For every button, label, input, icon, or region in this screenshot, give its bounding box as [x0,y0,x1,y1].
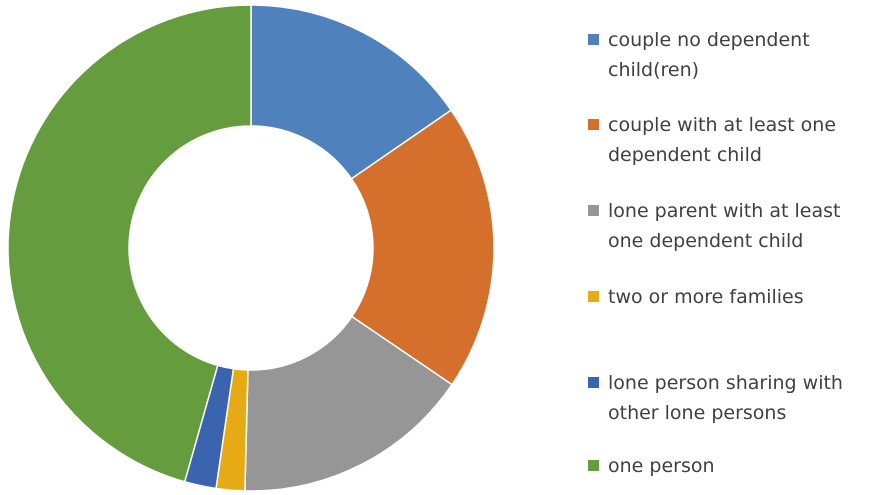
donut-slice [250,4,453,180]
legend-label: dependent child [608,144,762,166]
legend-label: couple no dependent [608,29,810,51]
legend-swatch [588,291,599,302]
legend-label: other lone persons [608,402,786,424]
legend-swatch [588,377,599,388]
legend-label: lone person sharing with [608,372,843,394]
donut-slices [7,4,495,492]
legend-swatch [588,119,599,130]
legend-swatch [588,205,599,216]
legend-item: couple with at least one dependent child [588,114,836,166]
legend-label: child(ren) [608,59,699,81]
legend-label: one dependent child [608,230,803,252]
legend-swatch [588,460,599,471]
legend-label: two or more families [608,286,804,308]
legend-label: couple with at least one [608,114,836,136]
legend-item: lone parent with at least one dependent c… [588,200,840,252]
legend-item: couple no dependent child(ren) [588,29,810,81]
legend-item: one person [588,455,715,477]
donut-slice [7,4,252,483]
legend-label: lone parent with at least [608,200,840,222]
legend: couple no dependent child(ren) couple with… [588,29,843,477]
legend-item: two or more families [588,286,804,308]
legend-label: one person [608,455,715,477]
donut-slice [244,315,454,492]
donut-slice [350,109,495,386]
legend-swatch [588,34,599,45]
legend-item: lone person sharing with other lone perso… [588,372,843,424]
